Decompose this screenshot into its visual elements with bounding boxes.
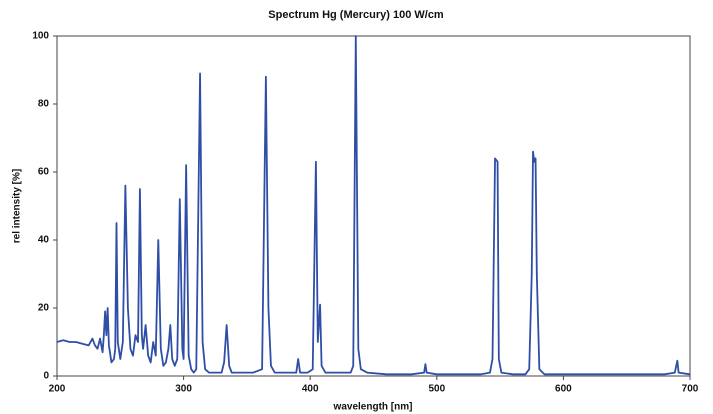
x-tick-label: 200	[49, 384, 66, 395]
x-tick-label: 400	[302, 384, 319, 395]
spectrum-line	[56, 35, 691, 376]
y-tick-label: 0	[43, 371, 49, 382]
x-tick-label: 500	[428, 384, 445, 395]
y-tick-label: 40	[38, 235, 50, 246]
chart-title: Spectrum Hg (Mercury) 100 W/cm	[268, 9, 444, 21]
y-tick-label: 20	[38, 303, 50, 314]
y-tick-label: 80	[38, 99, 50, 110]
plot-frame	[56, 35, 691, 377]
x-tick-label: 600	[555, 384, 572, 395]
x-axis-label: wavelength [nm]	[333, 402, 413, 413]
x-tick-label: 300	[175, 384, 192, 395]
y-tick-label: 100	[32, 31, 49, 42]
y-tick-label: 60	[38, 167, 50, 178]
x-tick-label: 700	[682, 384, 699, 395]
y-axis-label: rel intensity [%]	[12, 169, 23, 243]
